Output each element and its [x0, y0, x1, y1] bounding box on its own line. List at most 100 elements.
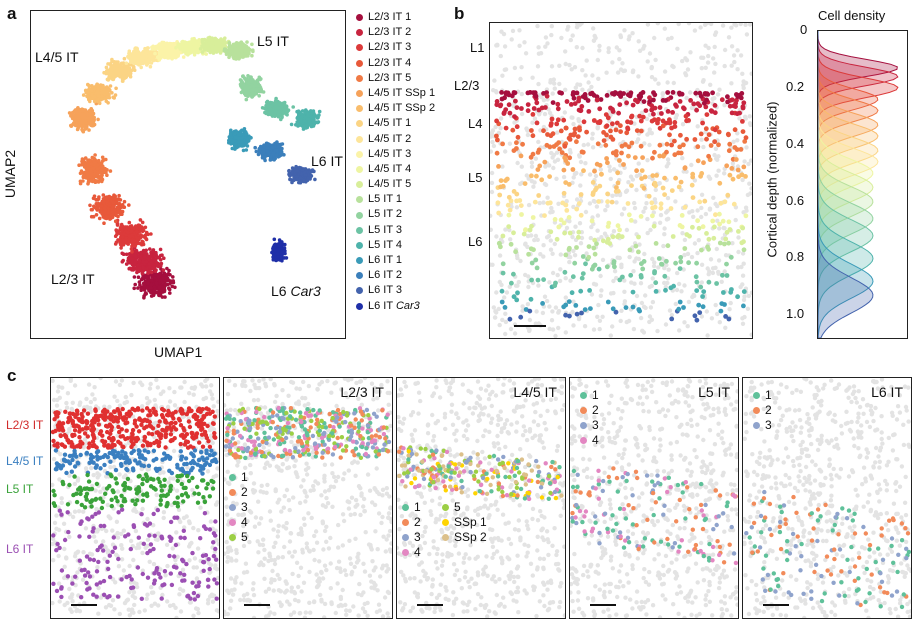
umap-point [152, 252, 157, 257]
umap-point [168, 291, 172, 295]
umap-point [102, 206, 107, 210]
umap-point [139, 288, 143, 293]
umap-point [92, 194, 97, 198]
umap-point [276, 110, 281, 115]
umap-point [267, 152, 271, 157]
umap-point [150, 266, 155, 271]
umap-point [289, 122, 294, 127]
umap-point [265, 146, 270, 150]
umap-point [232, 48, 237, 53]
umap-point [111, 200, 116, 205]
umap-point [198, 47, 203, 51]
umap-point [141, 240, 145, 244]
umap-point [81, 174, 86, 179]
umap-point [158, 291, 162, 296]
umap-point [251, 79, 256, 84]
umap-point [144, 230, 149, 235]
umap-point [244, 97, 249, 102]
umap-point [99, 97, 103, 102]
umap-point [235, 43, 239, 48]
umap-point [138, 218, 143, 222]
umap-point [242, 143, 246, 147]
umap-point [91, 95, 95, 100]
umap-point [110, 210, 115, 214]
umap-point [89, 207, 94, 212]
umap-point [115, 222, 120, 226]
umap-point [296, 169, 300, 173]
umap-point [158, 272, 162, 277]
umap-point [81, 124, 86, 128]
umap-point [280, 146, 284, 151]
umap-point [102, 70, 106, 75]
umap-point [157, 255, 162, 260]
umap-point [135, 227, 139, 231]
umap-point [82, 119, 86, 124]
umap-point [120, 260, 125, 264]
umap-point [104, 214, 108, 218]
umap-point [144, 248, 148, 253]
umap-point [87, 83, 91, 88]
umap-point [118, 239, 122, 244]
umap-point [210, 49, 215, 54]
umap-point [88, 174, 93, 179]
umap-point [143, 46, 147, 51]
umap-point [93, 153, 97, 157]
umap-point [288, 174, 292, 178]
umap-point [92, 99, 97, 104]
umap-point [280, 151, 284, 155]
umap-point [142, 284, 147, 289]
umap-point [272, 102, 277, 106]
umap-point [117, 193, 121, 198]
umap-point [132, 226, 136, 231]
umap-point [95, 167, 100, 171]
umap-point [133, 258, 138, 263]
umap-point [148, 286, 153, 290]
umap-point [104, 65, 109, 70]
umap-point [192, 36, 196, 41]
umap-point [119, 232, 123, 236]
umap-point [257, 146, 262, 151]
umap-point [206, 39, 211, 43]
umap-point [72, 109, 77, 114]
umap-point [230, 139, 235, 144]
umap-point [90, 123, 94, 127]
umap-point [105, 173, 109, 177]
umap-point [80, 107, 84, 111]
umap-point [101, 166, 106, 171]
umap-point [129, 224, 134, 228]
umap-point [282, 107, 287, 112]
umap-point [86, 112, 90, 117]
umap-point [170, 49, 175, 53]
umap-point [231, 44, 235, 48]
umap-point [242, 44, 247, 48]
umap-point [94, 213, 99, 217]
umap-point [241, 83, 246, 87]
umap-point [102, 221, 106, 225]
umap-point [316, 120, 321, 124]
umap-point [89, 112, 93, 116]
umap-point [137, 259, 142, 263]
umap-point [89, 214, 94, 219]
umap-point [244, 132, 249, 136]
umap-point [122, 199, 127, 204]
umap-point [295, 120, 300, 124]
umap-point [309, 173, 313, 178]
umap-point [87, 158, 92, 162]
umap-point [166, 278, 171, 283]
umap-point [82, 162, 87, 167]
umap-point [82, 158, 86, 162]
umap-point [277, 106, 281, 110]
umap-point [253, 87, 258, 92]
umap-point [256, 152, 261, 157]
umap-point [94, 206, 98, 211]
umap-point [274, 153, 279, 158]
umap-point [140, 271, 145, 276]
umap-point [275, 140, 279, 144]
umap-point [99, 204, 104, 208]
umap-point [87, 116, 92, 121]
umap-point [275, 148, 279, 153]
umap-point [313, 177, 317, 182]
umap-point [91, 119, 96, 124]
umap-point [141, 260, 146, 264]
umap-point [135, 236, 140, 241]
